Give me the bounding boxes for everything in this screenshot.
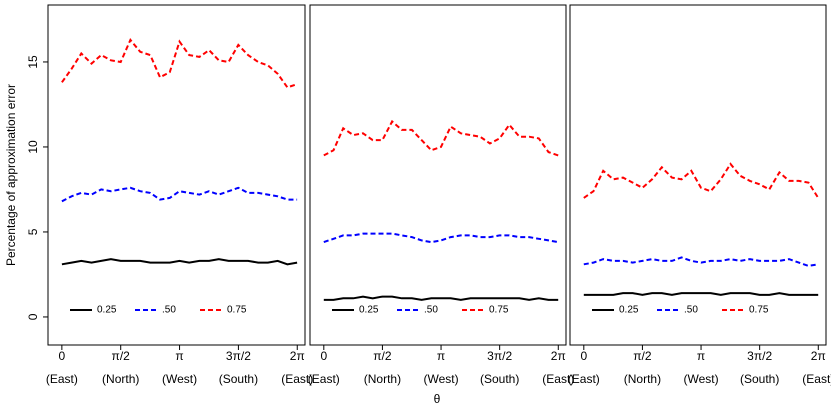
x-tick-direction: (North) [102,372,139,386]
x-tick-label: 3π/2 [226,349,251,363]
panel-frame [569,4,827,346]
series-line [583,256,819,267]
x-tick-direction: (East) [568,372,600,386]
legend-label: .50 [684,305,698,316]
legend-label: 0.75 [489,305,509,316]
x-tick-label: 2π [811,349,826,363]
legend-label: 0.25 [619,305,639,316]
x-tick-label: 0 [580,349,587,363]
legend-label: 0.75 [749,305,769,316]
x-tick-label: 0 [59,349,66,363]
x-tick-label: 0 [320,349,327,363]
x-tick-direction: (South) [480,372,519,386]
x-tick-label: π [697,349,705,363]
legend-label: 0.25 [359,305,379,316]
series-line [323,232,559,244]
x-axis-label: θ [434,392,441,406]
x-tick-direction: (West) [423,372,458,386]
x-tick-label: π [175,349,183,363]
panel-frame [309,4,567,346]
legend-label: .50 [162,305,176,316]
x-tick-direction: (West) [162,372,197,386]
x-tick-direction: (North) [624,372,661,386]
x-tick-label: π/2 [373,349,392,363]
x-tick-label: π/2 [633,349,652,363]
y-axis-label: Percentage of approximation error [4,84,18,266]
x-tick-direction: (East) [281,372,313,386]
x-tick-direction: (West) [683,372,718,386]
x-tick-label: 3π/2 [487,349,512,363]
series-line [61,38,298,89]
series-line [61,258,298,266]
y-tick-label: 15 [26,55,40,69]
series-line [61,186,298,203]
x-tick-label: 3π/2 [747,349,772,363]
x-tick-label: 2π [290,349,305,363]
y-tick-label: 0 [26,313,40,320]
series-line [583,292,819,296]
series-line [323,119,559,157]
x-tick-direction: (East) [308,372,340,386]
panel-frame [47,4,306,346]
x-tick-label: π [437,349,445,363]
y-tick-label: 5 [26,228,40,235]
x-tick-direction: (East) [542,372,574,386]
legend-label: 0.75 [227,305,247,316]
x-tick-direction: (South) [740,372,779,386]
x-tick-label: π/2 [112,349,131,363]
y-tick-label: 10 [26,140,40,154]
series-line [583,162,820,199]
x-tick-label: 2π [551,349,566,363]
x-tick-direction: (East) [802,372,831,386]
legend-label: 0.25 [97,305,117,316]
series-line [323,295,559,301]
x-tick-direction: (East) [46,372,78,386]
x-tick-direction: (North) [364,372,401,386]
x-tick-direction: (South) [219,372,258,386]
legend-label: .50 [424,305,438,316]
